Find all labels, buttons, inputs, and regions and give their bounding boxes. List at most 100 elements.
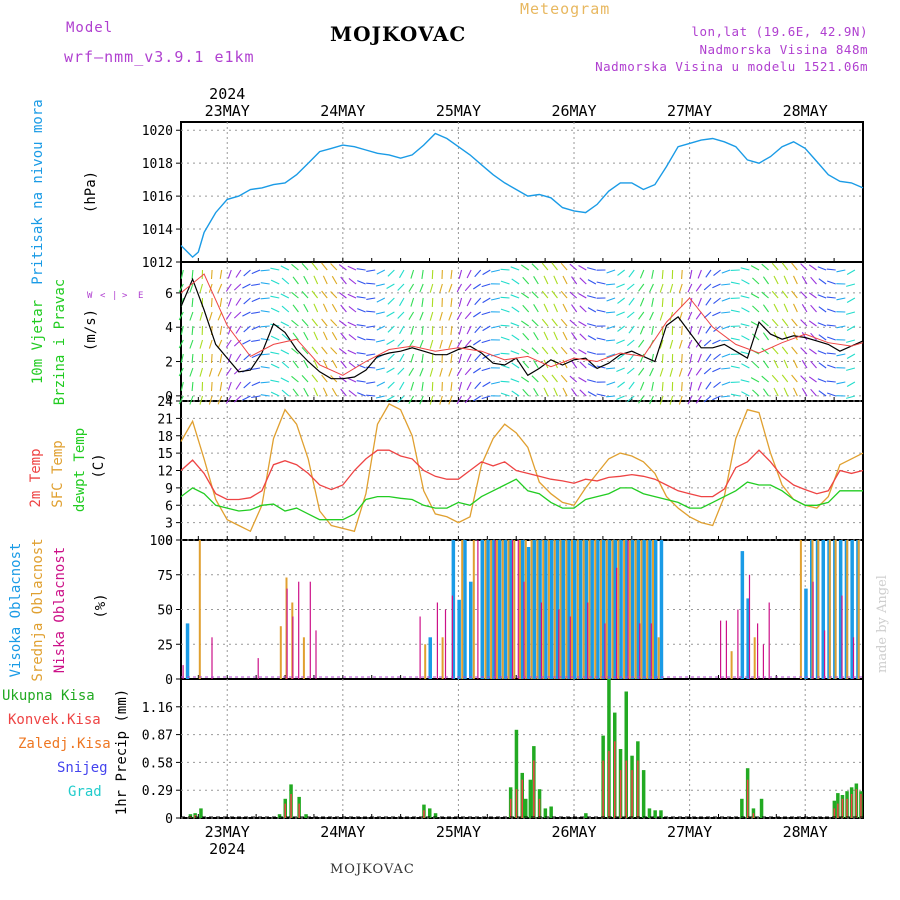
wind-vane — [474, 325, 482, 334]
wind-vane — [225, 395, 232, 404]
wind-vane — [762, 276, 770, 285]
wind-vane — [321, 290, 328, 299]
wind-vane — [458, 353, 463, 363]
precip-conv-bar — [846, 798, 848, 818]
wind-vane — [661, 297, 664, 308]
precip-conv-bar — [533, 760, 535, 818]
wind-vane — [578, 321, 587, 327]
wind-vane — [330, 263, 338, 271]
wind-vane — [500, 280, 510, 285]
wind-vane — [810, 388, 817, 397]
cloud-high-bar — [642, 540, 646, 679]
wind-vane — [386, 311, 395, 317]
wind-vane — [626, 283, 635, 291]
wind-vane — [303, 275, 309, 285]
wind-vane — [191, 325, 194, 336]
precip-total-bar — [428, 808, 432, 818]
wind-vane — [543, 275, 549, 285]
wind-vane — [721, 325, 731, 330]
wind-vane — [560, 374, 568, 383]
cloud-mid-bar — [834, 540, 837, 679]
wind-vane — [511, 306, 520, 313]
wind-vane — [712, 395, 721, 401]
wind-vane — [531, 347, 539, 355]
wind-vane — [357, 280, 366, 285]
wind-vane — [242, 339, 251, 345]
wind-vane — [846, 269, 856, 275]
wind-vane — [227, 297, 232, 307]
wind-vane — [846, 297, 856, 303]
wind-vane — [560, 318, 568, 327]
wind-vane — [560, 346, 568, 355]
cloud-mid-bar — [501, 540, 504, 679]
wind-vane — [408, 395, 415, 404]
wind-vane — [639, 381, 645, 391]
wind-vane — [571, 276, 578, 285]
wind-vane — [450, 269, 453, 279]
cloud-high-bar — [746, 598, 750, 679]
wind-vane — [178, 311, 184, 321]
cloud-low-bar — [569, 616, 571, 679]
wind-vane — [781, 346, 789, 355]
wind-vane — [771, 318, 779, 327]
wind-vane — [771, 374, 779, 383]
cloud-high-bar — [469, 581, 473, 679]
wind-vane — [219, 297, 223, 307]
cloud-mid-bar — [559, 540, 562, 679]
wind-vane — [818, 390, 827, 397]
wind-vane — [330, 291, 338, 299]
cloud-mid-bar — [817, 540, 820, 679]
y-tick-label: 50 — [157, 604, 173, 619]
wind-vane — [639, 297, 645, 307]
wind-vane — [303, 303, 309, 313]
y-tick-label: 0 — [165, 534, 173, 549]
cloud-mid-bar — [513, 540, 516, 679]
wind-gust-line — [180, 273, 864, 376]
wind-vane — [399, 353, 405, 363]
wind-vane — [800, 319, 808, 327]
cloud-mid-bar — [530, 540, 533, 679]
wind-vane — [587, 363, 597, 369]
wind-vane — [808, 264, 817, 271]
precip-total-bar — [759, 798, 764, 818]
wind-vane — [500, 352, 510, 355]
wind-vane — [347, 293, 357, 299]
cloud-high-bar — [821, 540, 825, 679]
wind-vane — [458, 297, 463, 307]
wind-vane — [721, 283, 731, 286]
wind-vane — [801, 304, 808, 313]
wind-vane — [721, 395, 731, 398]
wind-vane — [800, 347, 808, 355]
wind-vane — [500, 364, 510, 369]
temp-2m-line — [180, 449, 864, 501]
wind-vane — [387, 297, 395, 305]
wind-vane — [678, 367, 683, 377]
cloud-low-bar — [451, 595, 453, 679]
cloud-high-bar — [526, 547, 531, 679]
model-name: wrf–nmm_v3.9.1 e1km — [64, 48, 255, 66]
wind-vane — [313, 303, 319, 313]
wind-vane — [810, 332, 817, 341]
wind-vane — [661, 269, 664, 280]
top-date-label: 28MAY — [783, 102, 828, 120]
wind-vane — [366, 394, 376, 397]
wind-vane — [651, 269, 654, 279]
cloud-high-bar — [503, 540, 508, 679]
wind-vane — [681, 297, 683, 308]
wind-vane — [740, 295, 750, 299]
wind-vane — [281, 333, 290, 341]
model-label: Model — [66, 20, 114, 36]
wind-vane — [210, 297, 213, 308]
bottom-year-label: 2024 — [209, 840, 245, 858]
wind-vane — [375, 311, 385, 315]
lonlat-label: lon,lat (19.6E, 42.9N) — [691, 24, 868, 39]
cloud-low-bar — [762, 644, 764, 680]
wind-vane — [311, 346, 319, 355]
precip-total-bar — [607, 679, 611, 818]
precip-legend-3: Snijeg — [57, 760, 108, 776]
wind-vane — [500, 380, 510, 383]
wind-vane — [242, 283, 251, 289]
wind-vane — [606, 269, 616, 274]
wind-vane — [233, 311, 242, 319]
